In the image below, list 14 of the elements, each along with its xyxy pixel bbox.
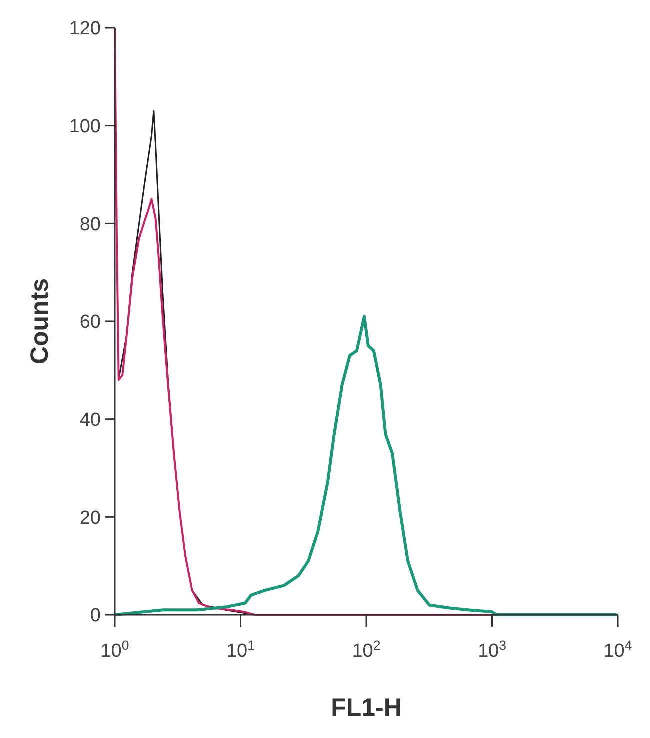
x-tick-label: 10$^{2}$ [352, 638, 381, 662]
y-tick-label: 120 [69, 18, 101, 40]
y-tick-label: 0 [90, 606, 101, 627]
y-axis-title: Counts [26, 278, 54, 365]
y-tick-label: 100 [69, 116, 101, 138]
y-tick-label: 40 [80, 410, 101, 431]
x-tick-label: 10$^{0}$ [100, 638, 130, 662]
x-tick-label: 10$^{1}$ [226, 638, 256, 662]
x-tick-label: 10$^{4}$ [604, 638, 632, 662]
x-axis-title: FL1-H [331, 694, 402, 722]
y-tick-label: 80 [80, 214, 101, 236]
x-tick-label: 10$^{3}$ [478, 638, 507, 662]
y-tick-label: 20 [80, 508, 101, 529]
y-tick-label: 60 [80, 312, 101, 334]
